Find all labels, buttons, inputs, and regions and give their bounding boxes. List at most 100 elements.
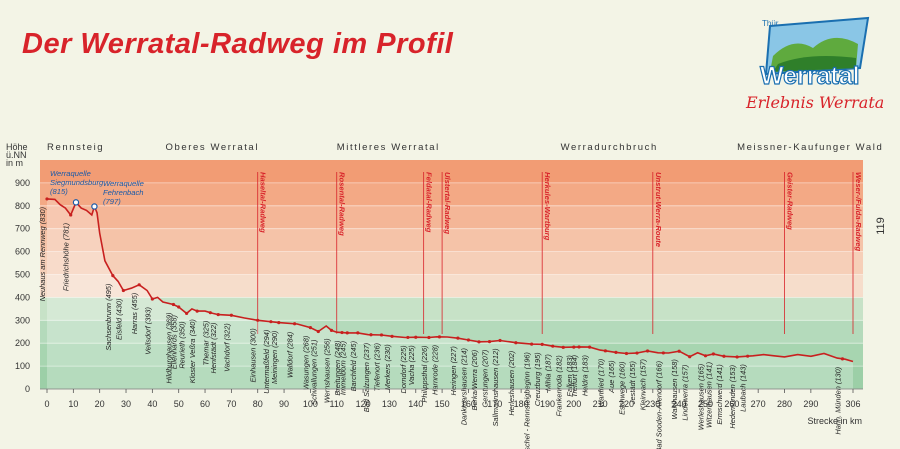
place-marker: [369, 333, 373, 337]
place-marker: [588, 345, 592, 349]
x-tick-label: 150: [435, 399, 450, 409]
place-label: Veilsdorf (393): [143, 306, 152, 354]
x-tick-label: 40: [147, 399, 157, 409]
place-marker: [379, 333, 384, 337]
elevation-bands: [40, 160, 863, 389]
elevation-band: [40, 366, 863, 389]
place-marker: [688, 355, 692, 359]
place-marker: [177, 305, 181, 309]
logo-small-text: Thür.: [762, 19, 780, 28]
place-label: Kleinvach (157): [639, 358, 648, 410]
place-marker: [551, 344, 555, 348]
region-labels: Rennsteig Oberes Werratal Mittleres Werrat…: [47, 142, 883, 153]
place-label: Heringen (227): [449, 346, 458, 396]
x-tick-label: 70: [226, 399, 236, 409]
logo-valley-shape: [773, 56, 856, 72]
spring-marker: [72, 199, 80, 206]
place-marker: [208, 311, 212, 315]
place-marker: [711, 352, 715, 356]
elevation-band: [40, 343, 863, 367]
place-labels: Neuhaus am Rennweg (830) Friedrichshöhe (…: [38, 197, 845, 449]
y-tick-label: 500: [15, 270, 30, 280]
place-label: Barchfeld (245): [349, 340, 358, 391]
elevation-band: [40, 297, 863, 321]
place-marker: [498, 338, 502, 343]
place-label: Philippsthal (226): [420, 345, 429, 403]
place-label: Lindewerra (157): [681, 364, 690, 420]
route-label: Weser-/Fulda-Radweg: [854, 172, 863, 252]
elevation-band: [40, 160, 863, 183]
x-tick-label: 250: [698, 399, 713, 409]
place-label: Themar (325): [201, 320, 210, 365]
y-tick-label: 300: [15, 315, 30, 325]
place-label: Breitungen (248): [333, 340, 342, 396]
x-tick-label: 130: [382, 399, 397, 409]
x-tick-label: 210: [593, 399, 608, 409]
place-marker: [292, 322, 297, 326]
y-tick-label: 700: [15, 224, 30, 234]
place-label: Frankenroda (182): [554, 355, 563, 417]
place-marker: [677, 349, 681, 353]
place-marker: [466, 338, 471, 342]
elevation-band: [40, 274, 863, 298]
place-label: Vachdorf (322): [222, 323, 231, 372]
place-marker: [840, 357, 845, 361]
x-tick-label: 30: [121, 399, 131, 409]
place-marker: [746, 354, 750, 358]
place-label: Hann. Münden (130): [833, 366, 842, 434]
route-label: Herkules-Wartburg: [543, 172, 552, 241]
spring-label: (815): [50, 187, 68, 196]
place-label: Kloster Veßra (340): [188, 319, 197, 384]
place-label: Einhausen (300): [249, 328, 258, 383]
place-label: Tiefenort (236): [373, 342, 382, 391]
elevation-band: [40, 320, 863, 344]
x-tick-label: 160: [461, 399, 476, 409]
place-marker: [256, 318, 260, 322]
x-tick-label: 306: [845, 399, 860, 409]
place-marker: [661, 351, 665, 355]
x-tick-label: 230: [645, 399, 660, 409]
place-label: Aue (165): [607, 360, 616, 394]
x-tick-label: 20: [95, 399, 105, 409]
elevation-band: [40, 228, 863, 252]
x-tick-label: 80: [253, 399, 263, 409]
route-label: Haseltal-Radweg: [259, 172, 268, 233]
place-marker: [121, 288, 125, 293]
place-label: Eisfeld (430): [114, 298, 123, 340]
place-label: Merkers (230): [383, 344, 392, 391]
place-marker: [308, 326, 312, 330]
x-tick-label: 90: [279, 399, 289, 409]
x-tick-label: 240: [672, 399, 687, 409]
region-label: Meissner-Kaufunger Wald: [737, 142, 883, 153]
place-marker: [195, 309, 199, 313]
place-label: Henfstädt (322): [209, 322, 218, 373]
place-marker: [624, 351, 629, 356]
place-label: Laubach (143): [739, 364, 748, 412]
profile-area: [47, 198, 853, 389]
y-tick-label: 200: [15, 338, 30, 348]
place-label: Jestädt (155): [628, 361, 637, 406]
route-markers: Haseltal-Radweg Rosental-Radweg Feldatal-R…: [257, 172, 863, 335]
werratal-logo: Thür. Werratal Erlebnis Werratal: [718, 8, 889, 126]
place-label: Witzenhausen (141): [704, 361, 713, 428]
place-label: Heldra (183): [581, 355, 590, 397]
x-tick-label: 270: [751, 399, 766, 409]
place-label: Mihla (187): [544, 354, 553, 392]
grid-lines: [40, 182, 863, 390]
logo-tagline: Erlebnis Werratal: [745, 93, 883, 112]
place-label: Neuhaus am Rennweg (830): [38, 206, 47, 301]
x-tick-label: 100: [303, 399, 318, 409]
place-label: Sallmannshausen (212): [491, 348, 500, 427]
place-marker: [456, 336, 460, 340]
place-marker: [216, 312, 220, 317]
place-marker: [437, 335, 442, 339]
place-label: Gerstungen (207): [481, 349, 490, 407]
place-label: Wanfried (170): [596, 358, 605, 407]
x-tick-label: 290: [803, 399, 818, 409]
y-tick-label: 100: [15, 361, 30, 371]
place-marker: [69, 213, 73, 217]
x-tick-label: 220: [619, 399, 634, 409]
place-marker: [645, 349, 650, 353]
